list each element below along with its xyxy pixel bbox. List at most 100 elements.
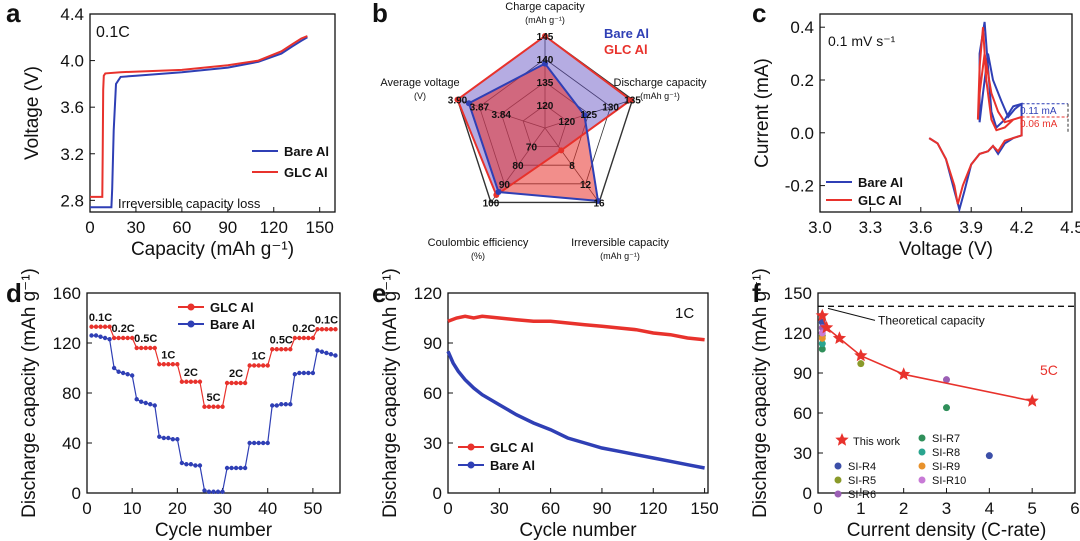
data-point	[120, 370, 126, 376]
radar-tick: 120	[537, 101, 554, 112]
data-point	[125, 372, 130, 377]
data-point	[247, 363, 252, 368]
legend-ref-marker	[918, 476, 926, 484]
data-point	[125, 335, 130, 341]
y-axis-label: Discharge capacity (mAh g⁻¹)	[380, 268, 401, 518]
data-point	[233, 465, 239, 471]
y-tick-label: 30	[423, 434, 442, 453]
panel-letter-a: a	[6, 0, 21, 28]
data-point	[107, 324, 112, 329]
data-point	[116, 335, 121, 341]
x-tick-label: 0	[85, 218, 94, 237]
data-point	[283, 347, 288, 352]
x-tick-label: 0	[82, 499, 91, 518]
y-tick-label: 90	[793, 364, 812, 383]
marker-label-glc: 0.06 mA	[1020, 119, 1058, 130]
radar-tick: 12	[580, 180, 592, 191]
x-tick-label: 150	[690, 499, 718, 518]
data-point	[166, 435, 171, 441]
y-tick-label: 3.6	[60, 98, 84, 117]
y-tick-label: 40	[62, 434, 81, 453]
x-tick-label: 4	[985, 499, 994, 518]
data-point	[251, 440, 257, 446]
legend-label: Bare Al	[210, 317, 255, 332]
legend-label: Bare Al	[490, 458, 535, 473]
y-tick-label: 150	[784, 284, 812, 303]
x-tick-label: 0	[813, 499, 822, 518]
radar-tick: 120	[559, 117, 576, 128]
data-point	[328, 352, 334, 357]
data-point	[188, 462, 194, 467]
data-point	[143, 400, 148, 406]
data-point	[297, 335, 302, 341]
plot-frame	[89, 13, 336, 213]
data-point	[206, 404, 212, 409]
data-point	[129, 373, 135, 378]
data-point	[224, 465, 230, 471]
radar-point	[594, 197, 601, 204]
x-axis-label: Cycle number	[155, 520, 273, 541]
rate-label: 0.5C	[270, 334, 293, 346]
data-point	[292, 372, 298, 377]
x-tick-label: 3.0	[808, 218, 832, 237]
panel-letter-f: f	[752, 278, 761, 308]
theoretical-label: Theoretical capacity	[878, 313, 985, 327]
legend-marker	[467, 461, 475, 469]
legend-ref-label: SI-R4	[848, 461, 876, 473]
x-tick-label: 40	[258, 499, 277, 518]
series-line-bare-al	[91, 334, 336, 493]
y-tick-label: 60	[793, 404, 812, 423]
x-tick-label: 0	[443, 499, 452, 518]
data-point	[256, 440, 261, 446]
marker-label-bare: 0.11 mA	[1020, 106, 1057, 117]
radar-tick: 80	[512, 161, 524, 172]
loss-label: Irreversible capacity loss	[118, 196, 261, 211]
data-point	[283, 402, 288, 407]
data-point	[120, 335, 126, 341]
x-tick-label: 120	[260, 218, 288, 237]
panel-letter-b: b	[372, 0, 388, 28]
data-point	[288, 347, 293, 352]
y-tick-label: -0.2	[785, 177, 814, 196]
data-point	[202, 404, 207, 409]
data-point	[324, 327, 329, 332]
data-point	[111, 365, 117, 371]
x-tick-label: 3.6	[909, 218, 933, 237]
data-point	[166, 362, 171, 367]
legend-ref-label: SI-R9	[932, 461, 960, 473]
radar-point	[542, 33, 548, 39]
data-point	[206, 489, 212, 494]
ref-point	[943, 376, 950, 384]
radar-tick: 16	[594, 198, 606, 209]
x-tick-label: 3.3	[859, 218, 883, 237]
data-point	[260, 363, 266, 368]
data-point	[310, 335, 316, 341]
y-tick-label: 80	[62, 384, 81, 403]
rate-annotation: 0.1C	[96, 24, 130, 41]
radar-tick: 135	[537, 78, 554, 89]
radar-point	[542, 60, 548, 67]
y-tick-label: 120	[414, 284, 442, 303]
rate-annotation: 1C	[675, 305, 694, 322]
legend-label: Bare Al	[858, 175, 903, 190]
data-point	[288, 402, 293, 407]
data-point	[270, 347, 275, 352]
ref-point	[857, 360, 865, 368]
this-work-point	[1025, 394, 1039, 407]
y-tick-label: 0.4	[790, 18, 814, 37]
data-point	[265, 440, 270, 446]
data-point	[152, 345, 157, 351]
data-point	[333, 353, 338, 358]
x-tick-label: 150	[306, 218, 334, 237]
x-tick-label: 6	[1070, 499, 1079, 518]
x-tick-label: 3	[942, 499, 951, 518]
x-tick-label: 3.9	[959, 218, 983, 237]
this-work-point	[832, 331, 847, 344]
data-point	[89, 333, 94, 338]
legend-marker	[187, 303, 195, 311]
x-tick-label: 1	[856, 499, 865, 518]
x-axis-label: Voltage (V)	[899, 239, 993, 260]
data-point	[89, 324, 94, 329]
rate-label: 1C	[252, 351, 266, 363]
